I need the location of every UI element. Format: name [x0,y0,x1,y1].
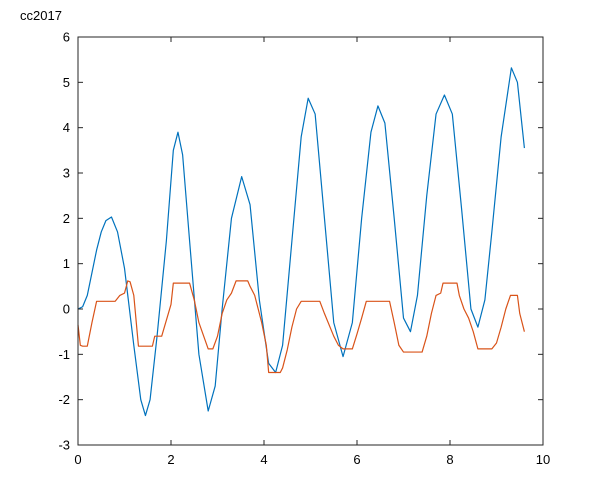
y-tick-label: 2 [63,211,70,226]
x-tick-label: 2 [167,452,174,467]
y-tick-label: 6 [63,30,70,45]
y-tick-label: 0 [63,302,70,317]
x-tick-label: 6 [353,452,360,467]
chart-title: cc2017 [20,8,62,23]
y-tick-label: 4 [63,120,70,135]
y-axis: -3 -2 -1 0 1 2 3 4 5 6 [58,30,543,453]
y-tick-label: 1 [63,256,70,271]
x-axis: 0 2 4 6 8 10 [74,37,550,467]
x-tick-label: 10 [536,452,550,467]
y-tick-label: 5 [63,75,70,90]
y-tick-label: -1 [58,347,70,362]
series-line-blue [77,67,525,417]
series-layer [77,67,525,417]
y-tick-label: 3 [63,166,70,181]
series-line-orange [77,280,525,374]
y-tick-label: -3 [58,438,70,453]
plot-frame [77,36,544,446]
x-tick-label: 0 [74,452,81,467]
y-tick-label: -2 [58,392,70,407]
x-tick-label: 8 [446,452,453,467]
x-tick-label: 4 [260,452,267,467]
